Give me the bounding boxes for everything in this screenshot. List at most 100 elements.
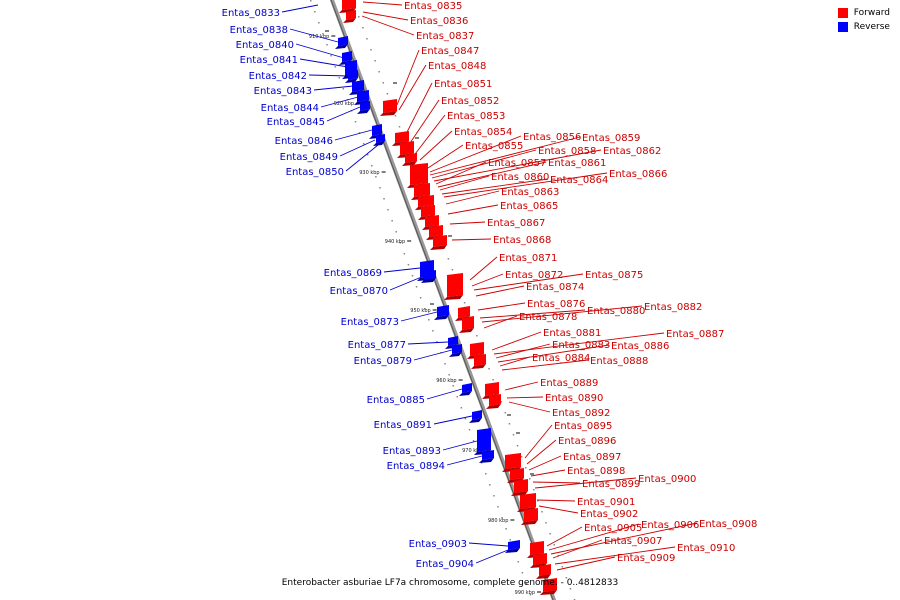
scale-dot (370, 49, 372, 51)
gene-shade (459, 391, 472, 396)
leader-line (289, 28, 339, 43)
leader-line (446, 455, 483, 466)
scale-dot (456, 396, 459, 398)
leader-line (526, 439, 557, 465)
tick-label: 940 kbp (385, 239, 405, 245)
leader-line (477, 302, 526, 311)
gene-shade (380, 111, 397, 116)
gene-face (524, 508, 538, 522)
leader-line (552, 539, 603, 559)
gene-label: Entas_0893 (383, 446, 441, 457)
forward-gene (536, 564, 551, 579)
leader-line (295, 43, 345, 59)
forward-gene (444, 273, 463, 300)
leader-line (334, 129, 373, 141)
leader-line (443, 172, 608, 198)
gene-label: Entas_0883 (552, 340, 610, 351)
gene-label: Entas_0876 (527, 299, 585, 310)
tick-label: 920 kbp (334, 101, 354, 107)
gene-face (470, 342, 484, 356)
gene-face (482, 450, 494, 460)
gene-label: Entas_0878 (519, 312, 577, 323)
leader-line (554, 546, 676, 565)
reverse-gene (469, 410, 482, 423)
leader-line (404, 82, 433, 137)
gene-face (357, 90, 369, 102)
gene-face (530, 541, 544, 555)
scale-dot (415, 286, 418, 288)
scale-dot (512, 434, 515, 436)
gene-label: Entas_0905 (584, 523, 642, 534)
gene-label: Entas_0887 (666, 329, 724, 340)
scale-dot (553, 544, 555, 546)
scale-dot (403, 253, 406, 255)
gene-face (477, 428, 491, 452)
scale-dot (354, 121, 357, 123)
gene-shade (536, 574, 551, 579)
gene-label: Entas_0853 (447, 111, 505, 122)
scale-dot (508, 423, 511, 425)
gene-label: Entas_0872 (505, 270, 563, 281)
gene-label: Entas_0855 (465, 141, 523, 152)
gene-label: Entas_0836 (410, 16, 468, 27)
gene-face (342, 0, 356, 10)
gene-face (514, 479, 528, 493)
gene-label: Entas_0849 (280, 152, 338, 163)
gene-label: Entas_0865 (500, 201, 558, 212)
gene-label: Entas_0869 (324, 268, 382, 279)
gene-shade (430, 245, 447, 250)
gene-face (462, 383, 472, 393)
gene-label: Entas_0908 (699, 519, 757, 530)
gene-face (489, 394, 501, 406)
gene-label: Entas_0901 (577, 497, 635, 508)
leader-line (497, 344, 610, 363)
gene-face (424, 270, 436, 280)
leader-line (475, 549, 509, 564)
gene-label: Entas_0862 (603, 146, 661, 157)
reverse-gene (357, 101, 370, 114)
gene-label: Entas_0899 (582, 479, 640, 490)
scale-dot (521, 572, 524, 574)
gene-face (510, 468, 524, 480)
leader-line (548, 523, 640, 551)
leader-line (383, 267, 421, 273)
map-caption: Enterobacter asburiae LF7a chromosome, c… (281, 578, 619, 588)
scale-dot (326, 44, 328, 46)
gene-label: Entas_0833 (222, 8, 280, 19)
gene-label: Entas_0851 (434, 79, 492, 90)
gene-label: Entas_0873 (341, 317, 399, 328)
scale-dot (529, 594, 532, 596)
gene-face (472, 410, 482, 420)
gene-face (395, 131, 409, 143)
leader-line (483, 315, 518, 329)
leader-line (411, 114, 446, 159)
gene-face (452, 344, 462, 354)
gene-face (400, 141, 414, 155)
scale-dot (500, 401, 503, 403)
leader-line (281, 4, 319, 13)
gene-face (352, 80, 364, 92)
gene-face (425, 215, 439, 227)
scale-dot (366, 38, 368, 40)
scale-dot (476, 335, 478, 337)
gene-shade (434, 315, 449, 320)
scale-dot (493, 495, 495, 497)
gene-face (383, 99, 397, 113)
leader-line (528, 455, 562, 471)
leader-line (313, 85, 354, 91)
leader-line (407, 99, 440, 147)
scale-dot (342, 88, 345, 90)
scale-dot (436, 341, 438, 343)
gene-label: Entas_0889 (540, 378, 598, 389)
tick-label: 980 kbp (488, 518, 508, 524)
legend-reverse: Reverse (837, 22, 890, 32)
gene-label: Entas_0891 (374, 420, 432, 431)
gene-label: Entas_0857 (488, 158, 546, 169)
gene-label: Entas_0875 (585, 270, 643, 281)
leader-line (546, 526, 583, 547)
gene-face (437, 305, 449, 317)
scale-dot (432, 330, 434, 332)
gene-label: Entas_0864 (550, 175, 608, 186)
gene-label: Entas_0845 (267, 117, 325, 128)
scale-dot (407, 264, 410, 266)
